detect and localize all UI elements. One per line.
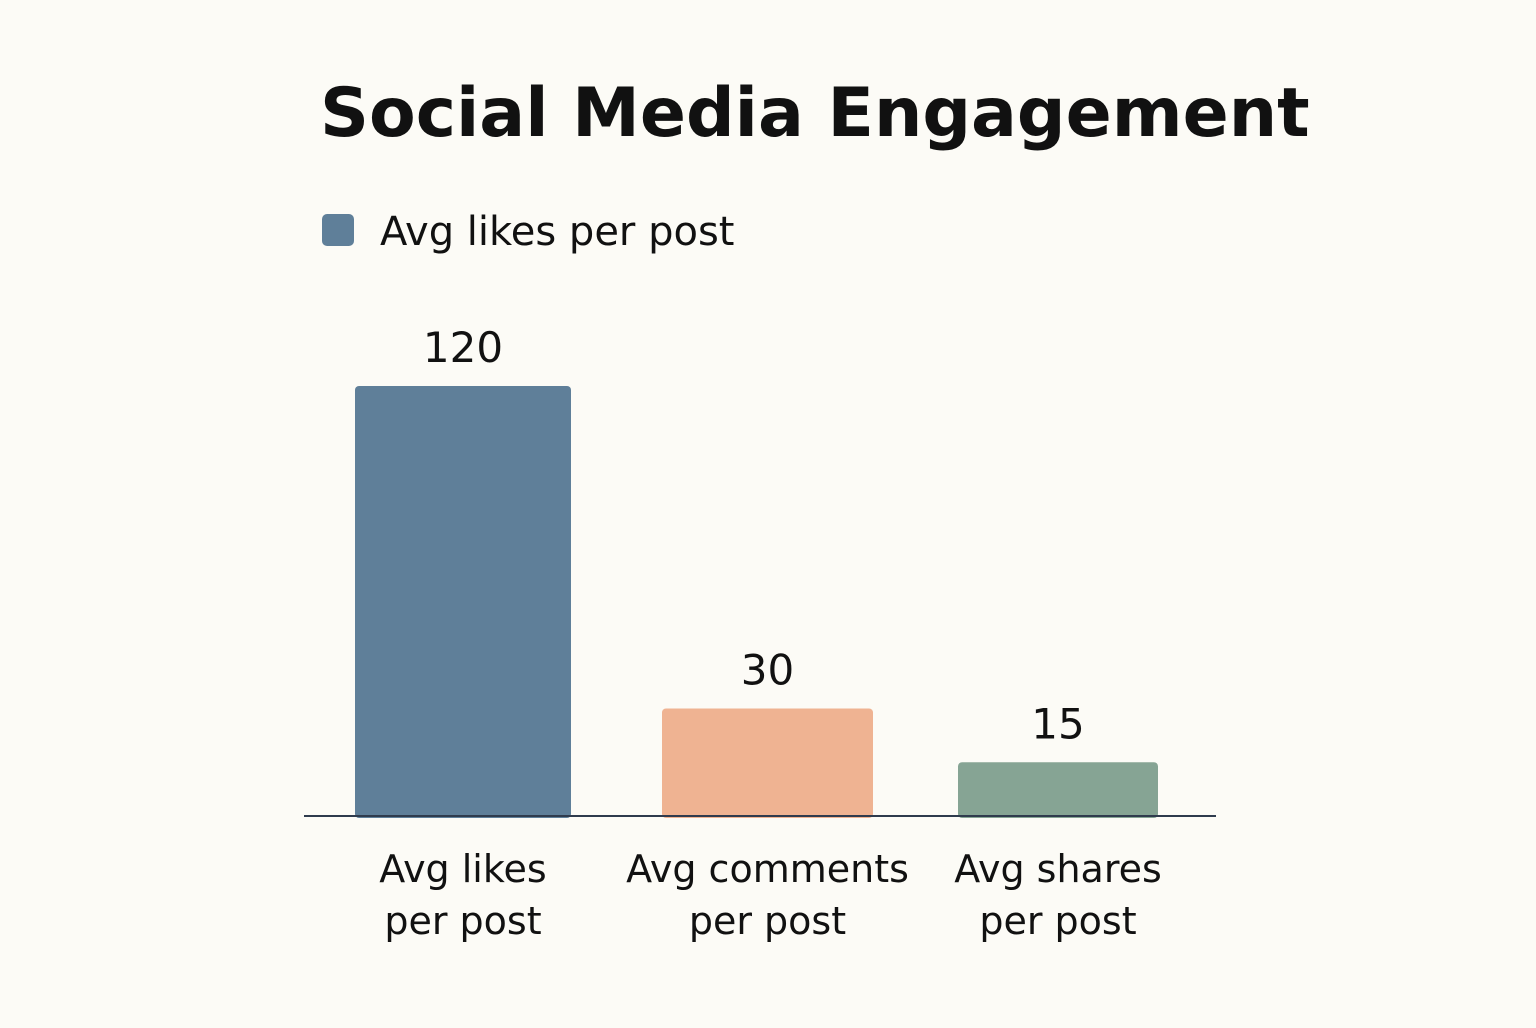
category-label-likes: Avg likes per post: [379, 847, 546, 943]
legend-swatch: [322, 214, 354, 246]
category-labels: Avg likes per post Avg comments per post Avg…: [379, 847, 1162, 943]
bars: [355, 386, 1158, 818]
category-label-shares: Avg shares per post: [954, 847, 1162, 943]
legend: Avg likes per post: [322, 209, 734, 255]
legend-label: Avg likes per post: [380, 209, 734, 255]
value-label-comments: 30: [741, 646, 794, 695]
bar-likes: [355, 386, 571, 818]
category-label-comments: Avg comments per post: [626, 847, 909, 943]
value-label-likes: 120: [423, 323, 503, 372]
chart-title: Social Media Engagement: [320, 74, 1310, 153]
bar-comments: [662, 708, 873, 818]
value-labels: 120 30 15: [423, 323, 1085, 748]
bar-shares: [958, 762, 1158, 818]
value-label-shares: 15: [1031, 699, 1084, 748]
